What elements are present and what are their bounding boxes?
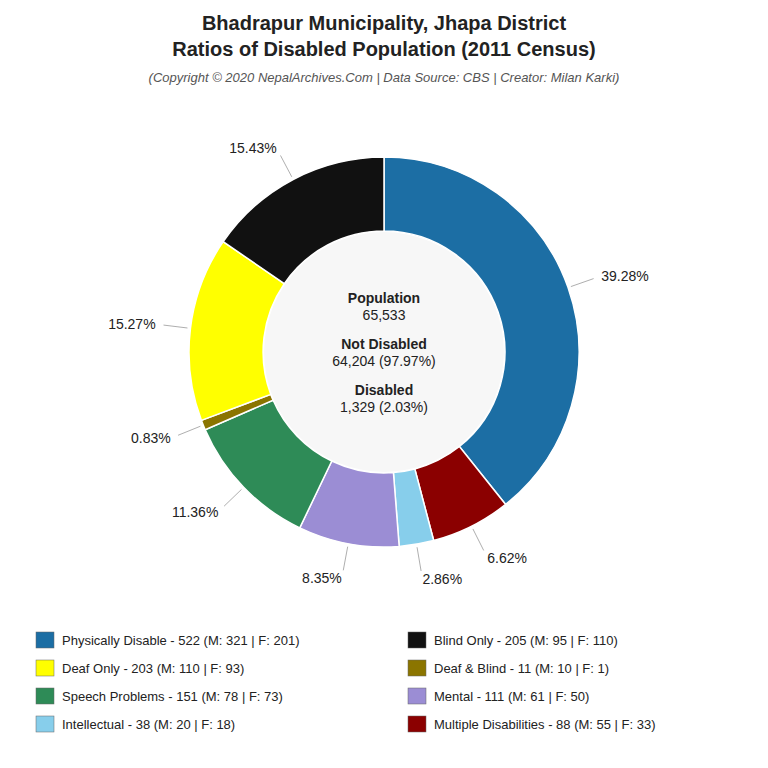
legend-label: Physically Disable - 522 (M: 321 | F: 20… [62, 633, 299, 648]
leader-line [571, 279, 594, 287]
legend-item: Deaf & Blind - 11 (M: 10 | F: 1) [408, 660, 609, 676]
center-circle [264, 232, 504, 472]
legend-label: Speech Problems - 151 (M: 78 | F: 73) [62, 689, 283, 704]
donut: Population65,533 Not Disabled64,204 (97.9… [108, 140, 649, 586]
title: Ratios of Disabled Population (2011 Cens… [172, 38, 595, 60]
legend-label: Deaf & Blind - 11 (M: 10 | F: 1) [434, 661, 609, 676]
data-label: 11.36% [172, 504, 218, 520]
data-label: 39.28% [601, 268, 648, 284]
legend-item: Multiple Disabilities - 88 (M: 55 | F: 3… [408, 716, 656, 732]
legend-label: Intellectual - 38 (M: 20 | F: 18) [62, 717, 235, 732]
legend-item: Speech Problems - 151 (M: 78 | F: 73) [36, 688, 283, 704]
title: Bhadrapur Municipality, Jhapa District [202, 12, 566, 34]
leader-line [343, 547, 347, 571]
legend-label: Deaf Only - 203 (M: 110 | F: 93) [62, 661, 244, 676]
data-label: 6.62% [487, 550, 527, 566]
leader-line [178, 426, 200, 435]
legend-swatch [36, 716, 54, 732]
annotation: 64,204 (97.97%) [332, 353, 436, 369]
legend-swatch [36, 632, 54, 648]
center-text: Population65,533 Not Disabled64,204 (97.9… [332, 290, 436, 415]
annotation: Population [348, 290, 420, 306]
legend-label: Mental - 111 (M: 61 | F: 50) [434, 689, 589, 704]
annotation: Not Disabled [341, 336, 427, 352]
subtitle: (Copyright © 2020 NepalArchives.Com | Da… [149, 70, 620, 85]
data-label: 8.35% [302, 570, 342, 586]
data-label: 2.86% [422, 571, 462, 587]
legend-swatch [408, 716, 426, 732]
legend-item: Intellectual - 38 (M: 20 | F: 18) [36, 716, 235, 732]
leader-line [224, 489, 241, 506]
legend-item: Physically Disable - 522 (M: 321 | F: 20… [36, 632, 299, 648]
legend-swatch [36, 660, 54, 676]
legend: Physically Disable - 522 (M: 321 | F: 20… [36, 632, 656, 732]
data-label: 15.27% [108, 316, 155, 332]
legend-item: Blind Only - 205 (M: 95 | F: 110) [408, 632, 618, 648]
slices [189, 157, 579, 547]
leader-line [281, 155, 292, 176]
legend-swatch [408, 688, 426, 704]
legend-item: Deaf Only - 203 (M: 110 | F: 93) [36, 660, 244, 676]
annotation: 1,329 (2.03%) [340, 399, 428, 415]
leader-line [473, 529, 484, 551]
data-label: 15.43% [229, 140, 276, 156]
legend-swatch [408, 632, 426, 648]
data-labels: 39.28% 6.62% 2.86% 8.35% 11.36% 0.83% 15.27% 15… [108, 140, 649, 586]
legend-item: Mental - 111 (M: 61 | F: 50) [408, 688, 589, 704]
leader-line [164, 325, 188, 328]
annotation: Disabled [355, 382, 413, 398]
legend-label: Blind Only - 205 (M: 95 | F: 110) [434, 633, 618, 648]
leader-line [417, 547, 421, 571]
legend-swatch [36, 688, 54, 704]
chart: Bhadrapur Municipality, Jhapa District Ra… [0, 0, 768, 768]
slice [393, 469, 433, 546]
data-label: 0.83% [131, 430, 171, 446]
legend-label: Multiple Disabilities - 88 (M: 55 | F: 3… [434, 717, 656, 732]
legend-swatch [408, 660, 426, 676]
titles: Bhadrapur Municipality, Jhapa District Ra… [149, 12, 620, 85]
annotation: 65,533 [363, 307, 406, 323]
